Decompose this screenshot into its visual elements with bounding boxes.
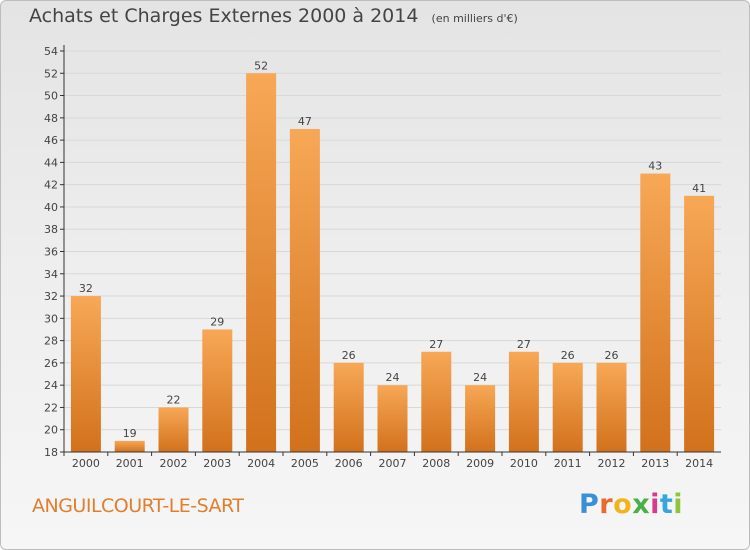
bar — [684, 195, 715, 453]
bar — [333, 362, 364, 452]
y-tick-label: 28 — [44, 335, 58, 348]
x-tick-label: 2000 — [72, 457, 100, 470]
bar-value-label: 32 — [79, 282, 93, 295]
y-tick-label: 36 — [44, 246, 58, 259]
bar — [640, 173, 671, 452]
x-tick-label: 2013 — [641, 457, 669, 470]
logo-letter: x — [632, 489, 651, 520]
bar-value-label: 22 — [167, 393, 181, 406]
y-tick-label: 32 — [44, 290, 58, 303]
y-tick-label: 24 — [44, 379, 58, 392]
bar-value-label: 52 — [254, 59, 268, 72]
bar — [289, 128, 320, 452]
x-tick-label: 2010 — [510, 457, 538, 470]
bar-value-label: 24 — [473, 371, 487, 384]
chart-title-block: Achats et Charges Externes 2000 à 2014 (… — [29, 5, 518, 27]
y-tick-label: 44 — [44, 156, 58, 169]
bar-value-label: 26 — [605, 349, 619, 362]
bar — [114, 440, 145, 452]
logo-letter: t — [659, 489, 674, 520]
x-tick-label: 2014 — [685, 457, 713, 470]
x-tick-label: 2008 — [422, 457, 450, 470]
y-tick-label: 38 — [44, 223, 58, 236]
bar — [596, 362, 627, 452]
y-tick-label: 54 — [44, 45, 58, 58]
y-tick-label: 50 — [44, 90, 58, 103]
bar-value-label: 43 — [648, 160, 662, 173]
y-tick-label: 42 — [44, 179, 58, 192]
bar — [158, 407, 189, 452]
y-tick-label: 34 — [44, 268, 58, 281]
y-tick-label: 20 — [44, 424, 58, 437]
bar-value-label: 29 — [210, 315, 224, 328]
bar-value-label: 27 — [517, 338, 531, 351]
bar-value-label: 27 — [429, 338, 443, 351]
bar-value-label: 41 — [692, 182, 706, 195]
chart-unit-note: (en milliers d'€) — [431, 12, 518, 25]
bar — [508, 351, 539, 452]
town-name: ANGUILCOURT-LE-SART — [32, 495, 244, 517]
logo-letter: i — [650, 489, 660, 520]
logo-letter: i — [673, 489, 684, 520]
bars: 32 19 22 29 52 47 26 24 27 24 27 26 26 43 41 — [70, 59, 715, 453]
y-tick-label: 26 — [44, 357, 58, 370]
y-tick-label: 22 — [44, 401, 58, 414]
y-tick-label: 48 — [44, 112, 58, 125]
x-tick-label: 2001 — [116, 457, 144, 470]
x-tick-label: 2004 — [247, 457, 275, 470]
logo-letter: r — [599, 489, 614, 520]
x-tick-label: 2009 — [466, 457, 494, 470]
bar — [465, 385, 496, 452]
y-tick-label: 18 — [44, 446, 58, 459]
logo-letter: P — [579, 489, 600, 520]
bar — [246, 73, 277, 453]
bar-value-label: 26 — [561, 349, 575, 362]
bar — [377, 385, 408, 452]
x-tick-label: 2006 — [335, 457, 363, 470]
x-tick-label: 2007 — [379, 457, 407, 470]
x-tick-label: 2005 — [291, 457, 319, 470]
x-tick-label: 2003 — [203, 457, 231, 470]
bar — [202, 329, 233, 452]
bar-value-label: 19 — [123, 427, 137, 440]
y-tick-label: 52 — [44, 67, 58, 80]
proxiti-logo: Proxiti — [579, 489, 683, 520]
bar — [421, 351, 452, 452]
bar — [552, 362, 583, 452]
bar — [70, 296, 101, 452]
y-tick-label: 46 — [44, 134, 58, 147]
y-tick-label: 30 — [44, 312, 58, 325]
bar-value-label: 47 — [298, 115, 312, 128]
x-tick-label: 2011 — [554, 457, 582, 470]
x-tick-label: 2012 — [598, 457, 626, 470]
chart-title: Achats et Charges Externes 2000 à 2014 — [29, 5, 419, 27]
axes: 18 20 22 24 26 28 30 32 34 36 38 40 42 44 46 48 50 52 54 20… — [44, 45, 721, 470]
x-tick-label: 2002 — [160, 457, 188, 470]
bar-value-label: 24 — [386, 371, 400, 384]
bar-value-label: 26 — [342, 349, 356, 362]
logo-letter: o — [613, 489, 633, 520]
y-tick-label: 40 — [44, 201, 58, 214]
